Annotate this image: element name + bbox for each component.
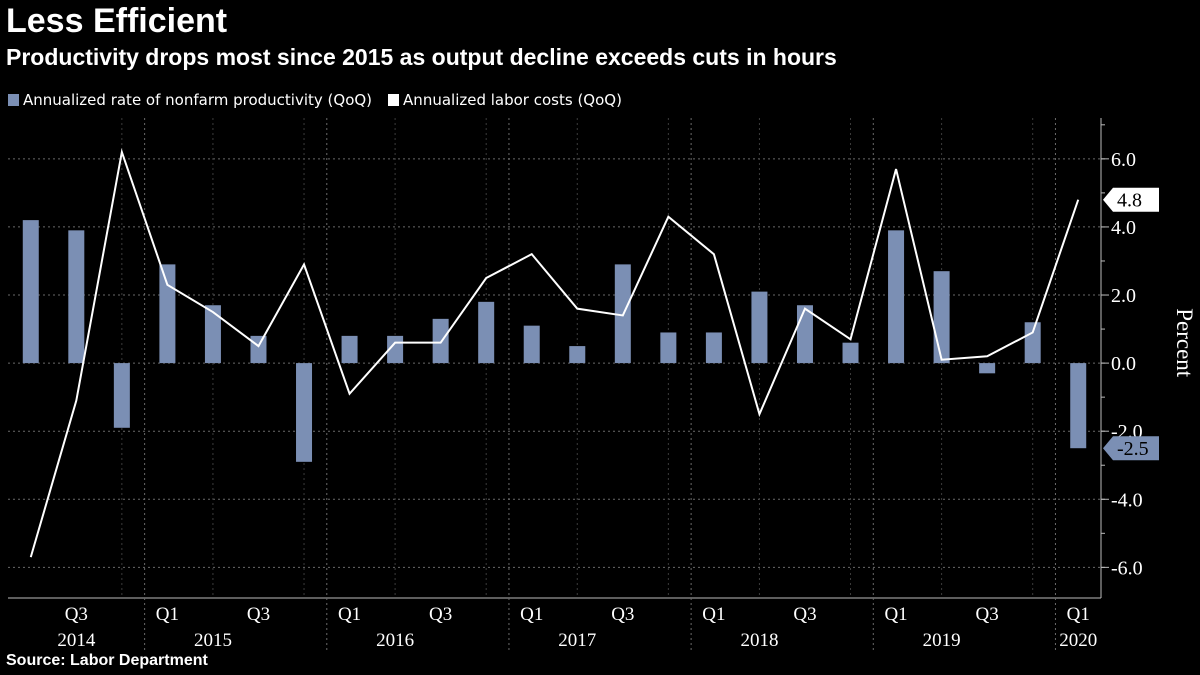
chart-subtitle: Productivity drops most since 2015 as ou… [6, 44, 837, 70]
y-tick-label: -4.0 [1111, 489, 1143, 511]
productivity-bar [569, 346, 586, 364]
productivity-bar [250, 335, 267, 364]
x-tick-label: Q3 [65, 604, 88, 625]
legend-label-productivity: Annualized rate of nonfarm productivity … [23, 91, 373, 109]
productivity-bar [1070, 363, 1087, 449]
productivity-bar [751, 291, 768, 364]
productivity-bar [204, 305, 221, 364]
label-layer: 4.8 -2.5 [1103, 187, 1159, 461]
productivity-bar [979, 363, 996, 374]
source-note: Source: Labor Department [6, 652, 208, 669]
x-tick-label: Q1 [520, 604, 543, 625]
legend-swatch-productivity [8, 94, 19, 106]
productivity-bar [68, 230, 85, 364]
x-tick-label: Q1 [156, 604, 179, 625]
x-year-label: 2019 [923, 630, 961, 651]
y-tick-label: 4.0 [1111, 217, 1136, 239]
productivity-bar [842, 342, 859, 364]
legend-label-labor-costs: Annualized labor costs (QoQ) [403, 91, 622, 109]
labor-costs-callout-label: 4.8 [1117, 190, 1142, 212]
productivity-bar [796, 305, 813, 364]
y-tick-label: 6.0 [1111, 149, 1136, 171]
x-tick-label: Q3 [429, 604, 452, 625]
x-year-label: 2016 [376, 630, 414, 651]
y-axis-title: Percent [1172, 308, 1197, 378]
x-tick-label: Q3 [611, 604, 634, 625]
grid-layer [8, 118, 1101, 598]
productivity-bar [341, 335, 358, 364]
productivity-bar [113, 363, 130, 428]
legend: Annualized rate of nonfarm productivity … [8, 91, 638, 109]
x-tick-label: Q3 [793, 604, 816, 625]
legend-item-labor-costs: Annualized labor costs (QoQ) [388, 91, 622, 109]
productivity-bar [705, 332, 722, 364]
y-tick-label: 2.0 [1111, 285, 1136, 307]
productivity-bar [22, 220, 39, 364]
productivity-bar [159, 264, 176, 364]
productivity-bar [933, 271, 950, 364]
productivity-bar [1024, 322, 1041, 364]
x-year-label: 2014 [57, 630, 96, 651]
productivity-bar [296, 363, 313, 462]
line-layer [29, 148, 1080, 558]
x-year-label: 2020 [1059, 630, 1097, 651]
legend-swatch-labor-costs [388, 94, 400, 106]
labor-costs-line [29, 148, 1080, 558]
x-tick-label: Q1 [884, 604, 907, 625]
legend-item-productivity: Annualized rate of nonfarm productivity … [8, 91, 372, 109]
labor-costs-callout-badge [1103, 187, 1159, 212]
x-tick-label: Q3 [247, 604, 270, 625]
productivity-bar [478, 301, 495, 364]
y-tick-label: -6.0 [1111, 557, 1143, 579]
productivity-callout-badge [1103, 436, 1159, 461]
x-tick-label: Q1 [338, 604, 361, 625]
chart-title: Less Efficient [6, 2, 228, 40]
x-year-label: 2017 [558, 630, 596, 651]
y-tick-label: 0.0 [1111, 353, 1136, 375]
productivity-bar [888, 230, 905, 364]
productivity-bar [660, 332, 677, 364]
x-year-label: 2015 [194, 630, 232, 651]
productivity-bar [523, 325, 540, 364]
x-tick-label: Q1 [702, 604, 725, 625]
x-tick-label: Q3 [976, 604, 999, 625]
x-tick-label: Q1 [1067, 604, 1090, 625]
x-year-label: 2018 [740, 630, 778, 651]
productivity-callout-label: -2.5 [1117, 438, 1149, 460]
bar-layer [22, 220, 1087, 462]
